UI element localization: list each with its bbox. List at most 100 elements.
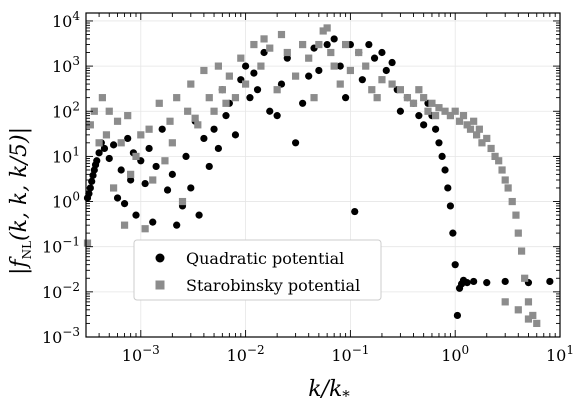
point-starobinsky [168, 139, 176, 147]
point-quadratic [342, 94, 350, 102]
point-quadratic [336, 62, 344, 70]
point-starobinsky [487, 144, 495, 153]
point-starobinsky [105, 107, 113, 115]
point-starobinsky [529, 311, 537, 320]
point-quadratic [292, 139, 300, 147]
point-starobinsky [524, 298, 533, 306]
point-quadratic [250, 69, 258, 77]
point-quadratic [195, 211, 203, 219]
point-starobinsky [428, 99, 436, 107]
y-axis-label: |fNL(k, k, k/5)| [7, 127, 34, 275]
point-starobinsky [403, 94, 412, 102]
point-quadratic [463, 279, 471, 287]
point-starobinsky [435, 104, 443, 112]
point-starobinsky [431, 112, 440, 120]
point-starobinsky [273, 86, 281, 94]
point-quadratic [205, 162, 213, 171]
point-quadratic [222, 112, 230, 120]
point-quadratic [444, 184, 452, 192]
y-tick-label: 10−1 [42, 235, 80, 257]
point-quadratic [145, 144, 153, 153]
point-quadratic [200, 134, 208, 143]
x-tick-label: 10−3 [122, 343, 160, 365]
point-starobinsky [388, 80, 396, 88]
point-starobinsky [178, 197, 187, 206]
point-quadratic [85, 189, 93, 198]
point-starobinsky [409, 99, 418, 107]
point-quadratic [241, 62, 250, 70]
point-quadratic [124, 134, 132, 143]
point-quadratic [546, 277, 554, 286]
point-quadratic [351, 207, 359, 216]
point-starobinsky [137, 131, 145, 139]
point-starobinsky [508, 197, 516, 206]
point-quadratic [470, 277, 478, 286]
point-starobinsky [187, 80, 195, 88]
point-quadratic [214, 144, 222, 153]
point-quadratic [149, 218, 157, 226]
point-starobinsky [415, 86, 423, 94]
point-quadratic [396, 107, 405, 115]
point-starobinsky [512, 211, 520, 219]
point-starobinsky [283, 48, 291, 57]
point-starobinsky [299, 40, 307, 49]
point-quadratic [182, 152, 190, 161]
point-quadratic [299, 99, 307, 107]
point-quadratic [382, 66, 390, 75]
legend-marker-quadratic [155, 253, 165, 263]
point-starobinsky [355, 48, 363, 57]
point-starobinsky [155, 99, 163, 107]
point-starobinsky [124, 112, 132, 120]
point-starobinsky [257, 62, 265, 70]
point-starobinsky [323, 24, 331, 32]
point-starobinsky [102, 131, 111, 139]
point-quadratic [415, 112, 423, 120]
point-quadratic [120, 200, 129, 208]
point-starobinsky [451, 107, 459, 115]
point-quadratic [446, 202, 455, 210]
point-starobinsky [362, 62, 370, 70]
point-starobinsky [455, 117, 464, 125]
point-starobinsky [521, 274, 529, 282]
point-starobinsky [459, 112, 468, 120]
point-quadratic [210, 125, 218, 133]
point-quadratic [451, 261, 459, 269]
point-starobinsky [166, 117, 174, 125]
point-starobinsky [95, 139, 103, 147]
point-quadratic [501, 277, 509, 286]
point-starobinsky [191, 114, 199, 122]
point-starobinsky [184, 107, 192, 115]
point-starobinsky [514, 229, 522, 237]
point-quadratic [420, 121, 428, 129]
point-quadratic [253, 86, 262, 94]
point-starobinsky [517, 247, 526, 255]
point-starobinsky [127, 170, 135, 178]
point-starobinsky [210, 107, 218, 115]
point-starobinsky [250, 40, 258, 49]
point-quadratic [127, 176, 135, 184]
y-tick-label: 100 [52, 190, 80, 212]
point-starobinsky [463, 121, 471, 129]
legend-box [133, 239, 382, 301]
point-quadratic [388, 58, 396, 67]
point-starobinsky [470, 117, 478, 125]
point-quadratic [95, 149, 103, 157]
point-quadratic [438, 152, 446, 161]
point-starobinsky [277, 30, 286, 39]
point-starobinsky [336, 80, 344, 88]
point-starobinsky [319, 27, 327, 35]
point-starobinsky [305, 54, 313, 62]
point-starobinsky [378, 76, 386, 84]
point-starobinsky [420, 94, 428, 102]
point-quadratic [273, 112, 281, 120]
point-starobinsky [231, 94, 240, 102]
point-quadratic [441, 166, 449, 174]
point-starobinsky [315, 40, 323, 49]
point-starobinsky [472, 131, 481, 139]
point-quadratic [168, 170, 176, 178]
plot-frame [85, 12, 561, 338]
point-starobinsky [524, 315, 533, 323]
point-quadratic [330, 35, 338, 43]
point-quadratic [358, 76, 366, 84]
point-quadratic [283, 54, 291, 62]
